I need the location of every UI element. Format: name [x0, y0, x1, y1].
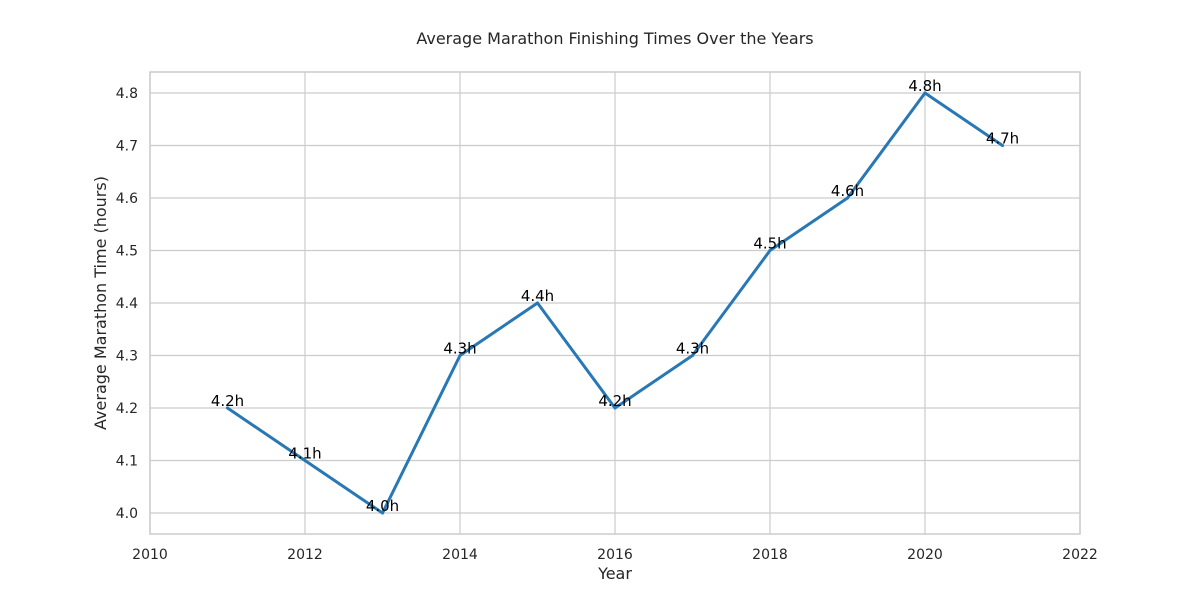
- data-point: [536, 301, 539, 305]
- y-tick-label: 4.8: [116, 86, 138, 102]
- chart-title: Average Marathon Finishing Times Over th…: [416, 29, 813, 48]
- series-layer: [226, 91, 1004, 515]
- data-label: 4.4h: [521, 287, 554, 305]
- data-label: 4.2h: [598, 392, 631, 410]
- data-label: 4.1h: [288, 445, 321, 463]
- y-tick-label: 4.4: [116, 296, 138, 312]
- x-tick-label: 2020: [907, 547, 943, 563]
- data-point: [768, 249, 772, 252]
- y-axis-title: Average Marathon Time (hours): [91, 176, 110, 430]
- plot-frame: [149, 71, 1081, 535]
- y-tick-labels: 4.0 4.1 4.2 4.3 4.4 4.5 4.6 4.7 4.8: [116, 86, 138, 522]
- y-tick-label: 4.6: [116, 191, 138, 207]
- y-tick-label: 4.0: [116, 506, 138, 522]
- y-tick-label: 4.5: [116, 244, 138, 260]
- grid-lines: [149, 72, 1081, 534]
- x-tick-label: 2018: [752, 547, 788, 563]
- x-axis-title: Year: [597, 564, 632, 583]
- y-tick-label: 4.2: [116, 401, 138, 417]
- data-point: [613, 406, 617, 410]
- data-label: 4.3h: [676, 340, 709, 358]
- data-labels: 4.2h 4.1h 4.0h 4.3h 4.4h 4.2h 4.3h 4.5h 4.6h 4.8h…: [211, 77, 1019, 515]
- y-tick-label: 4.7: [116, 139, 138, 155]
- x-tick-label: 2014: [442, 547, 478, 563]
- data-label: 4.6h: [831, 182, 864, 200]
- data-label: 4.8h: [908, 77, 941, 95]
- data-point: [458, 354, 462, 357]
- x-tick-labels: 2010 2012 2014 2016 2018 2020 2022: [132, 547, 1098, 563]
- data-point: [303, 459, 307, 462]
- y-tick-label: 4.1: [116, 454, 138, 470]
- data-point: [1001, 144, 1004, 147]
- data-label: 4.5h: [753, 235, 786, 253]
- data-label: 4.0h: [366, 497, 399, 515]
- data-point: [691, 354, 694, 357]
- data-label: 4.2h: [211, 392, 244, 410]
- x-tick-label: 2022: [1062, 547, 1098, 563]
- data-label: 4.7h: [986, 130, 1019, 148]
- data-label: 4.3h: [443, 340, 476, 358]
- x-tick-label: 2012: [287, 547, 323, 563]
- x-tick-label: 2016: [597, 547, 633, 563]
- data-point: [923, 91, 927, 95]
- data-point: [846, 196, 849, 200]
- data-point: [226, 406, 229, 410]
- x-tick-label: 2010: [132, 547, 168, 563]
- y-tick-label: 4.3: [116, 349, 138, 365]
- data-point: [381, 511, 384, 515]
